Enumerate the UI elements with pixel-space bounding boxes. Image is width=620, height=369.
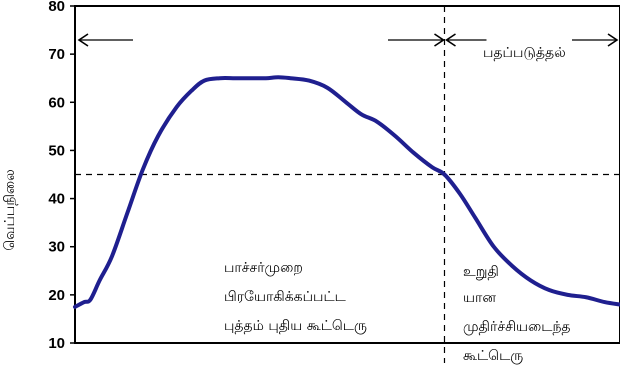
y-tick-label: 10 xyxy=(48,335,65,352)
center-line-3: புத்தம் புதிய கூட்டெரு xyxy=(224,318,367,334)
y-tick-label: 70 xyxy=(48,46,65,63)
right-line-1: உறுதி xyxy=(463,264,499,280)
arrows xyxy=(77,33,619,47)
right-line-4: கூட்டெரு xyxy=(463,348,523,364)
y-tick-label: 80 xyxy=(48,0,65,15)
guides xyxy=(75,6,620,363)
arrow-right-end-head xyxy=(607,33,619,47)
y-axis-label: வெப்பநிலை xyxy=(2,169,18,251)
center-line-1: பாச்சர்முறை xyxy=(224,260,303,276)
y-tick-label: 30 xyxy=(48,239,65,256)
series xyxy=(73,75,620,309)
series-line xyxy=(73,75,620,309)
y-tick-label: 20 xyxy=(48,287,65,304)
y-tick-label: 50 xyxy=(48,142,65,159)
arrow-left-start-head xyxy=(77,33,89,47)
y-ticks: 10 20 30 40 50 60 70 80 xyxy=(48,0,75,352)
center-line-2: பிரயோகிக்கப்பட்ட xyxy=(224,289,346,305)
right-line-2: யான xyxy=(463,290,496,306)
ripening-label: பதப்படுத்தல் xyxy=(483,45,566,61)
arrow-from-divider-head xyxy=(445,33,456,47)
y-tick-label: 60 xyxy=(48,94,65,111)
arrow-to-divider-head xyxy=(434,33,445,47)
y-tick-label: 40 xyxy=(48,191,65,208)
right-line-3: முதிர்ச்சியடைந்த xyxy=(463,319,571,335)
